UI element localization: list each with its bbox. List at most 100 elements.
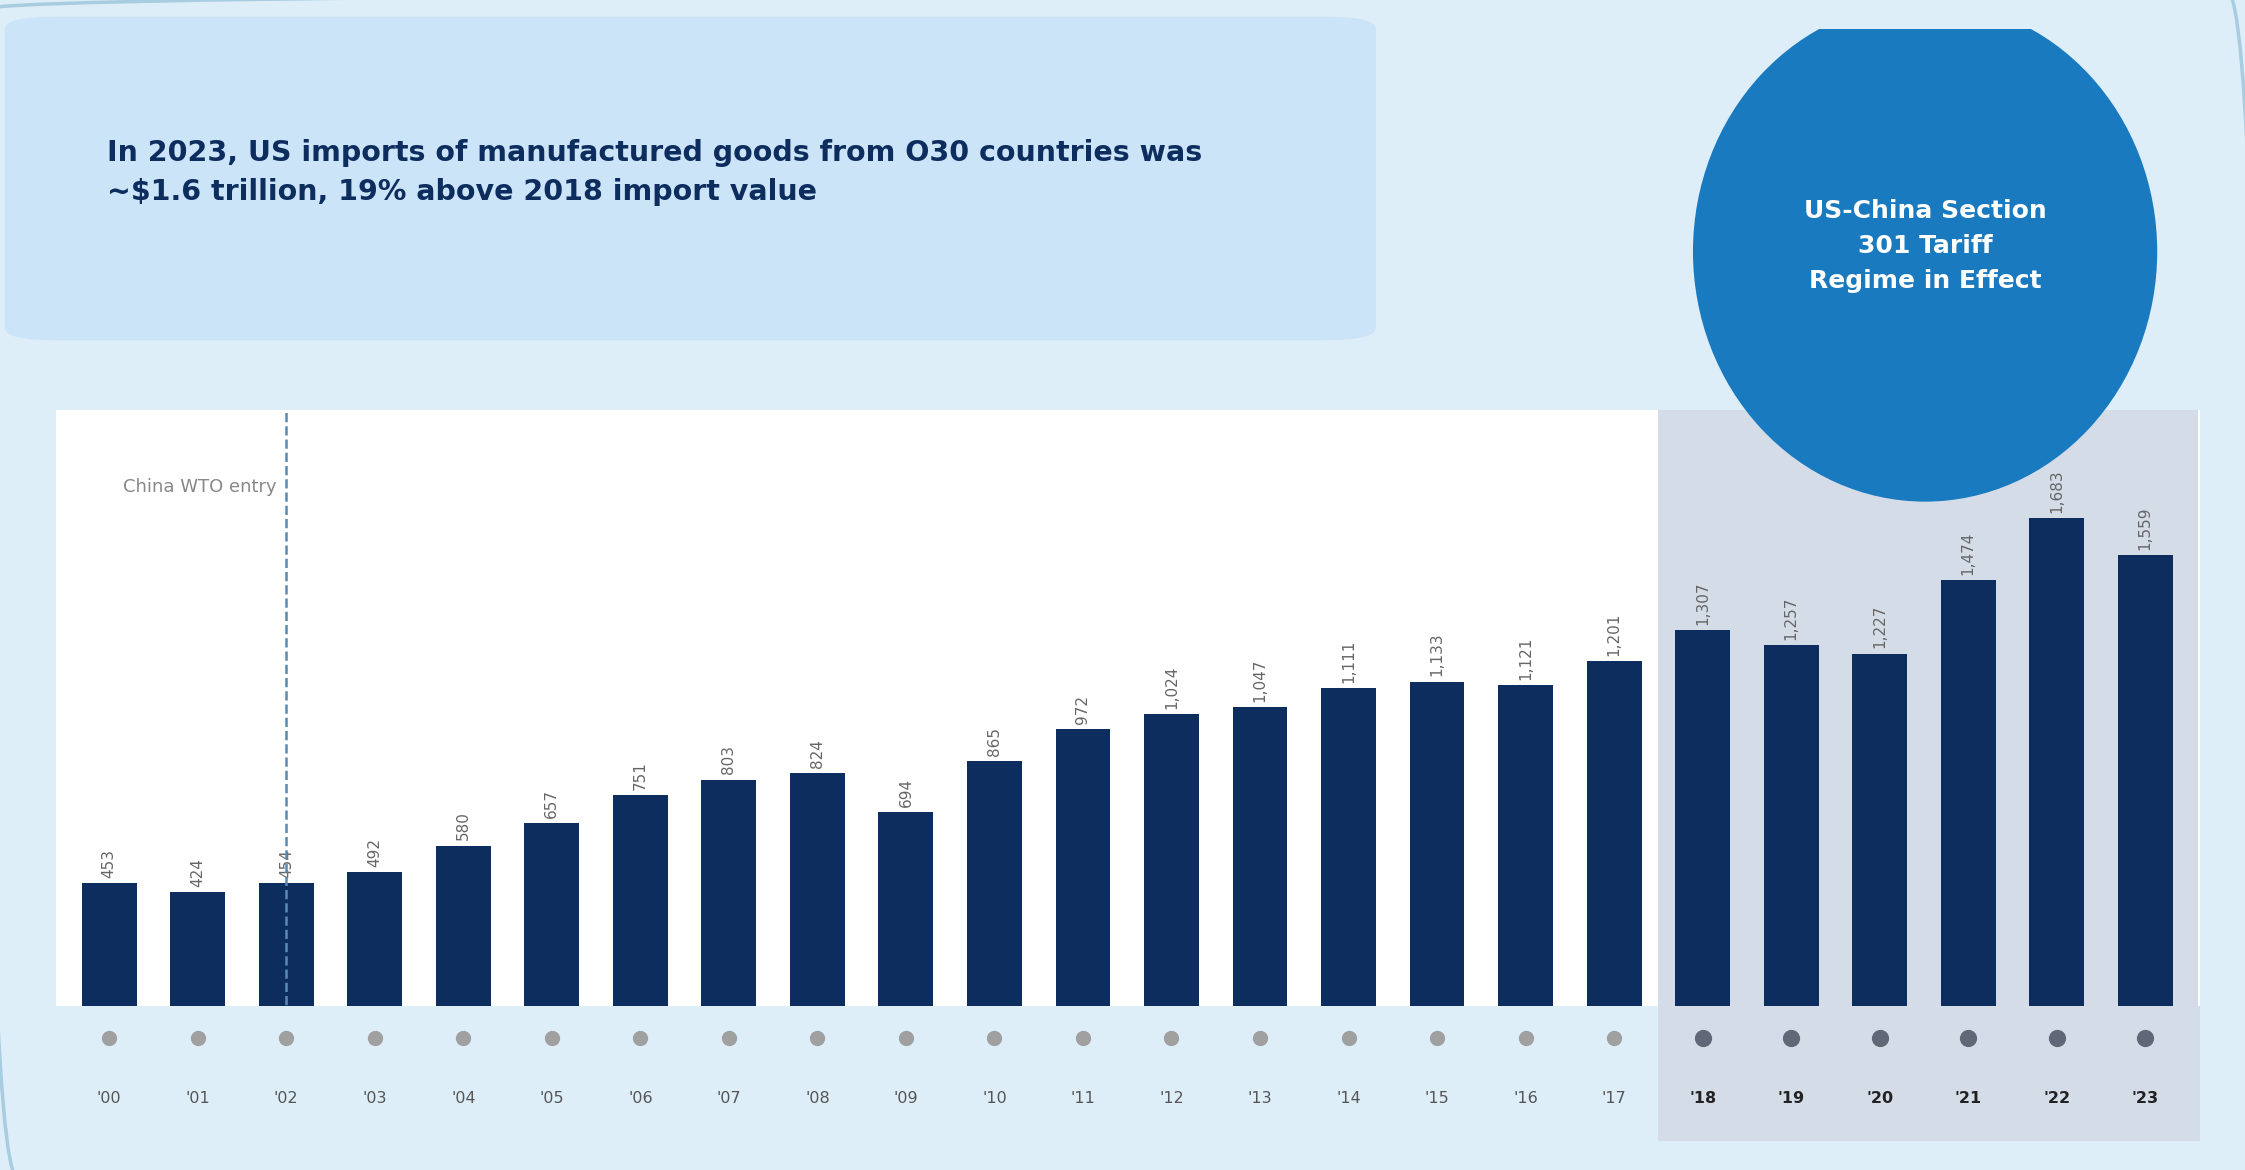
Point: [977, 1030, 1012, 1048]
Text: 1,024: 1,024: [1163, 666, 1179, 709]
Text: '05: '05: [539, 1092, 563, 1107]
Text: 972: 972: [1075, 695, 1091, 724]
Text: '16: '16: [1513, 1092, 1538, 1107]
Text: 1,227: 1,227: [1872, 605, 1888, 648]
Point: [2128, 1030, 2164, 1048]
Text: 580: 580: [456, 812, 471, 840]
Point: [1419, 1030, 1455, 1048]
Point: [1861, 1030, 1897, 1048]
Text: '17: '17: [1601, 1092, 1625, 1107]
Point: [357, 1030, 393, 1048]
Text: '11: '11: [1071, 1092, 1096, 1107]
Bar: [1233, 707, 1286, 1018]
Text: 1,474: 1,474: [1960, 531, 1976, 576]
Text: 657: 657: [543, 789, 559, 818]
Bar: [613, 796, 667, 1018]
Point: [2038, 1030, 2074, 1048]
Point: [712, 1030, 748, 1048]
Text: '21: '21: [1955, 1092, 1982, 1107]
Bar: [258, 883, 314, 1018]
Bar: [1659, 1006, 2200, 1071]
Point: [1064, 1030, 1100, 1048]
Text: '14: '14: [1336, 1092, 1360, 1107]
Text: 824: 824: [810, 739, 824, 768]
Bar: [1055, 729, 1111, 1018]
Text: In 2023, US imports of manufactured goods from O30 countries was
~$1.6 trillion,: In 2023, US imports of manufactured good…: [108, 139, 1201, 206]
Bar: [436, 846, 492, 1018]
Text: 694: 694: [898, 778, 914, 806]
Bar: [1587, 661, 1641, 1018]
Point: [1684, 1030, 1720, 1048]
Point: [622, 1030, 658, 1048]
Point: [1951, 1030, 1987, 1048]
Point: [1509, 1030, 1545, 1048]
Text: '03: '03: [361, 1092, 386, 1107]
Text: '12: '12: [1158, 1092, 1183, 1107]
Text: '08: '08: [806, 1092, 831, 1107]
Text: 1,047: 1,047: [1253, 659, 1268, 702]
Bar: [81, 883, 137, 1018]
Point: [1154, 1030, 1190, 1048]
Text: 751: 751: [633, 760, 649, 790]
Point: [92, 1030, 128, 1048]
Point: [1596, 1030, 1632, 1048]
Bar: [525, 823, 579, 1018]
Bar: [1659, 1065, 2200, 1141]
Text: '18: '18: [1688, 1092, 1715, 1107]
Bar: [1852, 654, 1906, 1018]
Bar: [790, 773, 844, 1018]
Bar: [1320, 688, 1376, 1018]
Bar: [1659, 410, 2198, 1018]
Text: '06: '06: [629, 1092, 653, 1107]
Text: '20: '20: [1866, 1092, 1893, 1107]
Point: [1774, 1030, 1809, 1048]
Text: '04: '04: [451, 1092, 476, 1107]
Text: '22: '22: [2043, 1092, 2070, 1107]
Point: [445, 1030, 480, 1048]
Bar: [878, 812, 934, 1018]
Text: 453: 453: [101, 849, 117, 879]
Text: '00: '00: [97, 1092, 121, 1107]
Bar: [1765, 645, 1818, 1018]
Bar: [1410, 682, 1464, 1018]
Text: '10: '10: [981, 1092, 1006, 1107]
Bar: [348, 872, 402, 1018]
Point: [1331, 1030, 1367, 1048]
Text: 1,257: 1,257: [1783, 597, 1798, 640]
Bar: [1497, 686, 1554, 1018]
Text: 1,201: 1,201: [1607, 613, 1621, 656]
Text: '01: '01: [186, 1092, 211, 1107]
Text: 1,133: 1,133: [1430, 633, 1444, 676]
Bar: [171, 892, 225, 1018]
Text: 424: 424: [191, 858, 204, 887]
Text: 1,559: 1,559: [2137, 507, 2153, 550]
Bar: [1145, 714, 1199, 1018]
Point: [889, 1030, 925, 1048]
Text: 454: 454: [278, 849, 294, 878]
Text: '13: '13: [1248, 1092, 1273, 1107]
Text: 1,111: 1,111: [1340, 640, 1356, 683]
FancyBboxPatch shape: [4, 18, 1376, 339]
Bar: [2117, 556, 2173, 1018]
Point: [799, 1030, 835, 1048]
Text: 1,683: 1,683: [2050, 469, 2063, 514]
Text: '02: '02: [274, 1092, 299, 1107]
Text: '09: '09: [894, 1092, 918, 1107]
Text: 803: 803: [721, 745, 736, 775]
Text: US-China Section
301 Tariff
Regime in Effect: US-China Section 301 Tariff Regime in Ef…: [1803, 199, 2047, 294]
Ellipse shape: [1693, 1, 2157, 502]
Text: 492: 492: [368, 838, 382, 867]
Text: China WTO entry: China WTO entry: [123, 477, 276, 496]
Point: [180, 1030, 216, 1048]
Text: 1,121: 1,121: [1518, 636, 1533, 680]
Point: [534, 1030, 570, 1048]
Text: '15: '15: [1426, 1092, 1450, 1107]
Bar: [1675, 629, 1731, 1018]
Text: '19: '19: [1778, 1092, 1805, 1107]
Bar: [700, 779, 757, 1018]
Text: '23: '23: [2133, 1092, 2160, 1107]
Text: 865: 865: [988, 727, 1001, 756]
Text: '07: '07: [716, 1092, 741, 1107]
Text: 1,307: 1,307: [1695, 581, 1711, 625]
Bar: [968, 762, 1021, 1018]
